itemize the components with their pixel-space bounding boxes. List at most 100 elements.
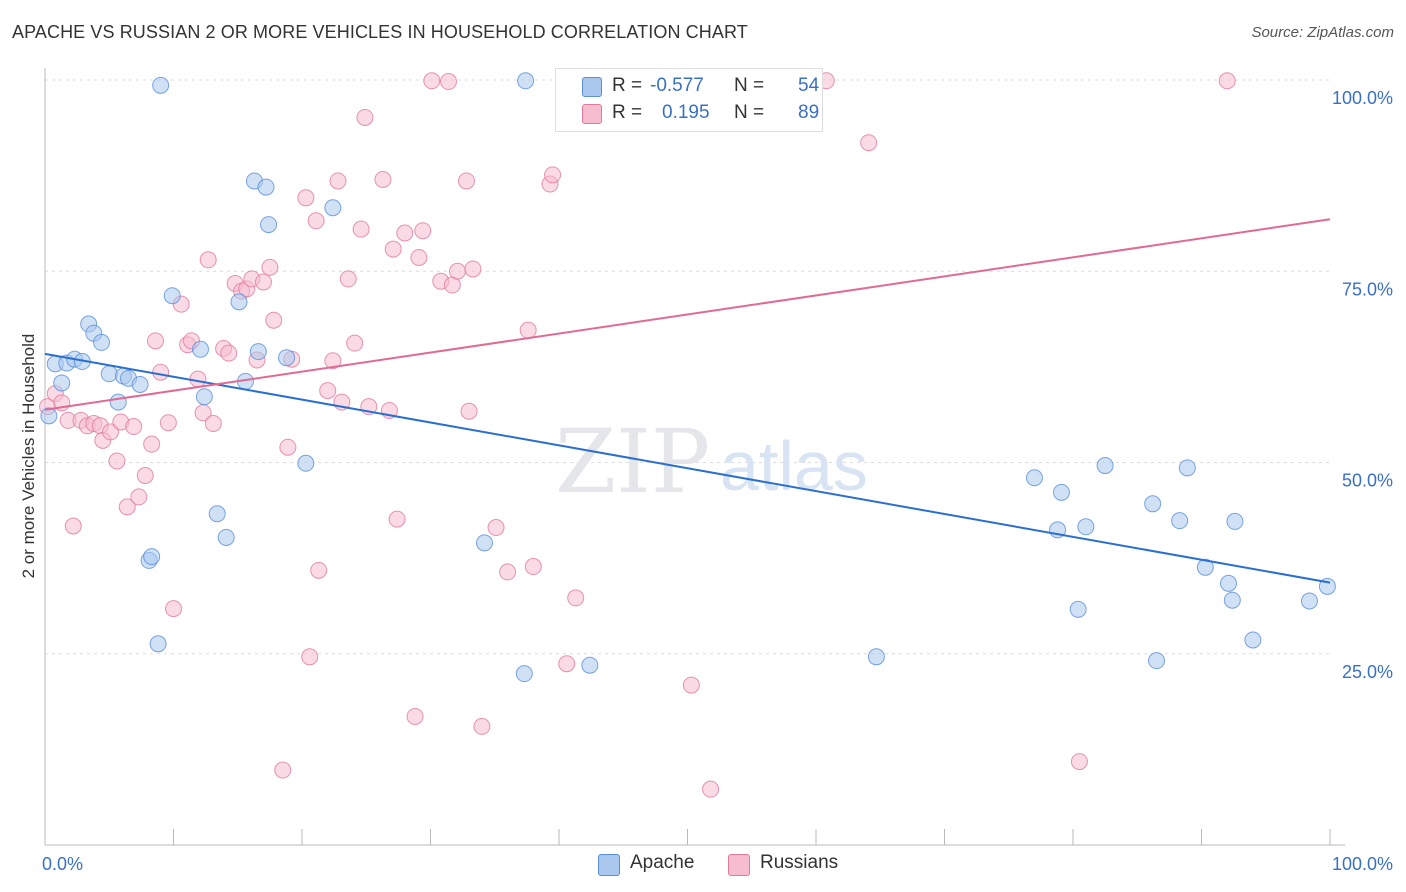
russian-point bbox=[396, 224, 414, 242]
russian-point bbox=[519, 321, 537, 339]
apache-point bbox=[278, 349, 296, 367]
russian-point bbox=[199, 251, 217, 269]
apache-point bbox=[93, 333, 111, 351]
apache-point bbox=[1052, 483, 1070, 501]
russian-point bbox=[406, 707, 424, 725]
russian-point bbox=[460, 402, 478, 420]
russian-point bbox=[524, 558, 542, 576]
russian-point bbox=[108, 452, 126, 470]
russian-point bbox=[423, 72, 441, 90]
russian-point bbox=[388, 510, 406, 528]
apache-legend-swatch bbox=[598, 854, 620, 876]
apache-point bbox=[100, 365, 118, 383]
russian-point bbox=[265, 311, 283, 329]
russian-points bbox=[39, 72, 1236, 798]
russian-point bbox=[147, 332, 165, 350]
russian-point bbox=[136, 467, 154, 485]
apache-point bbox=[324, 199, 342, 217]
apache-point bbox=[867, 648, 885, 666]
russian-point bbox=[307, 212, 325, 230]
russian-point bbox=[439, 73, 457, 91]
russian-point bbox=[473, 717, 491, 735]
apache-point bbox=[109, 393, 127, 411]
russian-point bbox=[860, 134, 878, 152]
apache-point bbox=[515, 665, 533, 683]
apache-point bbox=[1069, 600, 1087, 618]
russian-point bbox=[346, 334, 364, 352]
russian-point bbox=[220, 344, 238, 362]
russian-r-label: R = bbox=[612, 102, 643, 123]
russian-point bbox=[159, 414, 177, 432]
apache-point bbox=[230, 293, 248, 311]
apache-point bbox=[143, 548, 161, 566]
russian-point bbox=[414, 222, 432, 240]
apache-point bbox=[475, 534, 493, 552]
watermark-zip: ZIP bbox=[555, 410, 710, 513]
apache-point bbox=[1244, 631, 1262, 649]
apache-point bbox=[1144, 495, 1162, 513]
apache-point bbox=[260, 216, 278, 234]
apache-point bbox=[149, 635, 167, 653]
russian-point bbox=[204, 414, 222, 432]
russian-point bbox=[118, 498, 136, 516]
apache-point bbox=[1148, 652, 1166, 670]
apache-point bbox=[195, 388, 213, 406]
russian-swatch bbox=[582, 104, 602, 124]
y-axis-title: 2 or more Vehicles in Household bbox=[19, 333, 38, 579]
apache-point bbox=[1219, 574, 1237, 592]
apache-point bbox=[1196, 558, 1214, 576]
russian-point bbox=[352, 220, 370, 238]
russian-n-label: N = bbox=[734, 102, 765, 123]
apache-point bbox=[1096, 457, 1114, 475]
apache-point bbox=[53, 374, 71, 392]
apache-point bbox=[297, 454, 315, 472]
chart-title: APACHE VS RUSSIAN 2 OR MORE VEHICLES IN … bbox=[12, 22, 748, 42]
russian-point bbox=[64, 517, 82, 535]
russian-point bbox=[125, 418, 143, 436]
russian-r-value: 0.195 bbox=[662, 102, 710, 123]
apache-point bbox=[191, 340, 209, 358]
russian-point bbox=[152, 363, 170, 381]
russian-point bbox=[261, 258, 279, 276]
apache-point bbox=[1077, 518, 1095, 536]
apache-point bbox=[208, 505, 226, 523]
russian-point bbox=[356, 108, 374, 126]
y-tick-label: 50.0% bbox=[1342, 471, 1393, 491]
apache-point bbox=[217, 528, 235, 546]
russian-point bbox=[143, 435, 161, 453]
y-tick-label: 100.0% bbox=[1332, 88, 1393, 108]
apache-n-label: N = bbox=[734, 75, 765, 96]
russian-point bbox=[374, 170, 392, 188]
russian-point bbox=[301, 648, 319, 666]
y-tick-label: 75.0% bbox=[1342, 279, 1393, 299]
apache-point bbox=[1223, 591, 1241, 609]
watermark-atlas: atlas bbox=[720, 427, 868, 505]
watermark: ZIP atlas bbox=[555, 410, 868, 513]
apache-point bbox=[152, 76, 170, 94]
russian-point bbox=[702, 780, 720, 798]
x-tick-label: 100.0% bbox=[1332, 854, 1393, 874]
russian-point bbox=[1070, 753, 1088, 771]
russian-point bbox=[384, 240, 402, 258]
trend-layer bbox=[44, 218, 1331, 584]
russian-point bbox=[324, 352, 342, 370]
apache-point bbox=[1171, 512, 1189, 530]
russian-point bbox=[558, 655, 576, 673]
axis-layer bbox=[44, 68, 1345, 846]
apache-point bbox=[1300, 592, 1318, 610]
russian-legend-swatch bbox=[728, 854, 750, 876]
russian-point bbox=[464, 260, 482, 278]
russian-point bbox=[274, 761, 292, 779]
apache-trend-line bbox=[44, 352, 1331, 584]
russian-point bbox=[487, 519, 505, 537]
apache-point bbox=[1178, 459, 1196, 477]
russian-point bbox=[457, 172, 475, 190]
apache-point bbox=[581, 656, 599, 674]
russian-point bbox=[329, 172, 347, 190]
x-tick-label: 0.0% bbox=[42, 854, 83, 874]
apache-r-value: -0.577 bbox=[650, 75, 704, 96]
y-tick-label: 25.0% bbox=[1342, 662, 1393, 682]
russian-point bbox=[1218, 72, 1236, 90]
russian-point bbox=[254, 273, 272, 291]
